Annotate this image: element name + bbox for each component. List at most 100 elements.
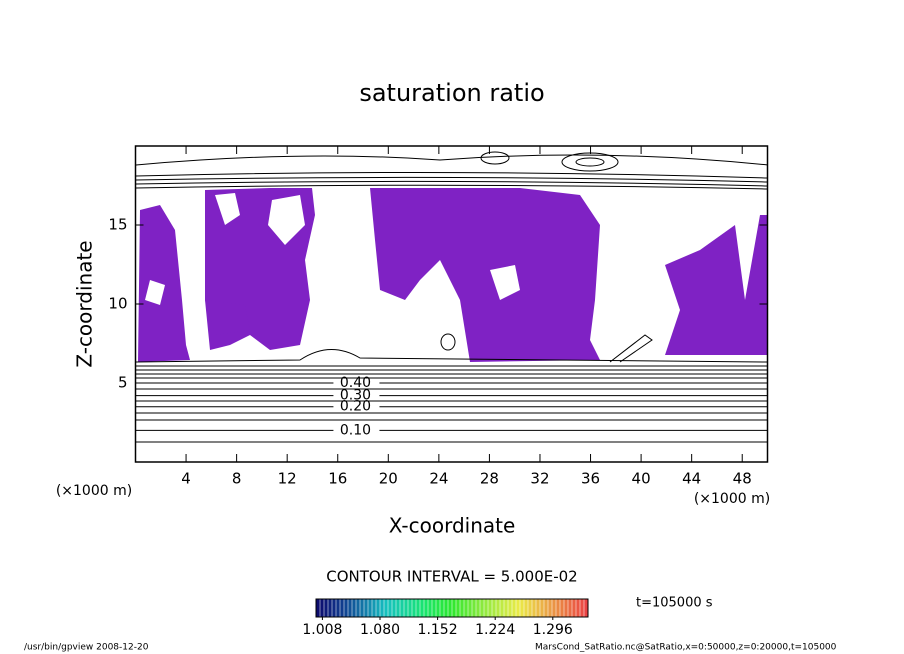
colorbar-swatch (316, 599, 321, 617)
colorbar-swatch (452, 599, 457, 617)
colorbar-swatch (544, 599, 549, 617)
colorbar-swatch (520, 599, 525, 617)
colorbar-swatch (360, 599, 365, 617)
colorbar-tick-label: 1.080 (360, 622, 400, 638)
colorbar-swatch (564, 599, 569, 617)
colorbar-swatch (552, 599, 557, 617)
hole (268, 195, 305, 245)
colorbar-swatch (540, 599, 545, 617)
colorbar-swatch (536, 599, 541, 617)
colorbar-swatch (488, 599, 493, 617)
saturated-region (665, 215, 768, 355)
colorbar-swatch (524, 599, 529, 617)
colorbar-swatch (424, 599, 429, 617)
colorbar-swatch (556, 599, 561, 617)
colorbar-swatch (340, 599, 345, 617)
colorbar-swatch (412, 599, 417, 617)
x-unit: (×1000 m) (56, 483, 132, 499)
colorbar-swatch (384, 599, 389, 617)
y-tick-label: 15 (108, 216, 127, 234)
y-tick-label: 10 (108, 295, 127, 313)
colorbar-swatch (352, 599, 357, 617)
colorbar-swatch (512, 599, 517, 617)
colorbar-swatch (444, 599, 449, 617)
colorbar-swatch (396, 599, 401, 617)
decorative-contours (135, 151, 769, 443)
colorbar-swatch (460, 599, 465, 617)
colorbar-tick-label: 1.152 (418, 622, 458, 638)
contour-line (135, 349, 769, 363)
x-tick-label: 4 (181, 470, 191, 488)
contour-line (135, 180, 769, 187)
colorbar-swatch (560, 599, 565, 617)
colorbar-swatch (528, 599, 533, 617)
colorbar-swatch (496, 599, 501, 617)
colorbar-swatch (572, 599, 577, 617)
colorbar-swatch (472, 599, 477, 617)
time-label: t=105000 s (636, 596, 713, 611)
colorbar-swatch (456, 599, 461, 617)
saturated-region (205, 300, 250, 335)
contour-line (135, 176, 769, 183)
holes (145, 193, 520, 330)
contour-label: 0.30 (340, 388, 371, 404)
contour-label: 0.10 (340, 422, 371, 438)
contour-line (440, 333, 456, 351)
colorbar-swatch (548, 599, 553, 617)
footer-right: MarsCond_SatRatio.nc@SatRatio,x=0:50000,… (535, 643, 837, 653)
x-tick-label: 8 (232, 470, 242, 488)
colorbar-frame (315, 598, 589, 618)
contour-interval: CONTOUR INTERVAL = 5.000E-02 (326, 568, 577, 586)
colorbar-swatch (440, 599, 445, 617)
contour-line (135, 171, 769, 179)
colorbar-swatch (332, 599, 337, 617)
colorbar-swatch (420, 599, 425, 617)
contour-label: 0.40 (340, 375, 371, 391)
x-tick-label: 12 (278, 470, 297, 488)
colorbar-swatch (380, 599, 385, 617)
contour-line (561, 152, 619, 172)
colorbar-swatch (348, 599, 353, 617)
x-unit: (×1000 m) (694, 491, 770, 507)
colorbar-swatch (448, 599, 453, 617)
x-axis-label: X-coordinate (389, 514, 516, 538)
hole (145, 280, 165, 305)
colorbar-swatch (392, 599, 397, 617)
x-tick-label: 40 (632, 470, 651, 488)
colorbar-swatch (400, 599, 405, 617)
hole (320, 265, 370, 330)
chart-title: saturation ratio (359, 79, 544, 107)
y-axis-label: Z-coordinate (73, 240, 97, 367)
colorbar-swatch (476, 599, 481, 617)
x-tick-label: 44 (682, 470, 701, 488)
colorbar-swatch (428, 599, 433, 617)
y-tick-label: 5 (118, 374, 128, 392)
colorbar-swatch (436, 599, 441, 617)
colorbar-swatch (480, 599, 485, 617)
colorbar-swatch (364, 599, 369, 617)
colorbar-swatch (336, 599, 341, 617)
colorbar-swatch (368, 599, 373, 617)
colorbar-swatch (492, 599, 497, 617)
colorbar-tick-label: 1.224 (475, 622, 515, 638)
colorbar-swatch (464, 599, 469, 617)
colorbar-swatch (500, 599, 505, 617)
colorbar-swatch (576, 599, 581, 617)
x-tick-label: 20 (379, 470, 398, 488)
contour-line (480, 151, 510, 165)
colorbar-swatch (372, 599, 377, 617)
colorbar-swatch (328, 599, 333, 617)
saturated-region (370, 188, 600, 362)
colorbar-swatch (404, 599, 409, 617)
colorbar-tick-label: 1.296 (533, 622, 573, 638)
colorbar-swatch (356, 599, 361, 617)
colorbar-swatch (416, 599, 421, 617)
contour-label: 0.20 (340, 399, 371, 415)
x-tick-label: 24 (429, 470, 448, 488)
colorbar-swatch (388, 599, 393, 617)
colorbar-swatch (532, 599, 537, 617)
colorbar-tick-label: 1.008 (302, 622, 342, 638)
colorbar-swatch (320, 599, 325, 617)
footer-left: /usr/bin/gpview 2008-12-20 (24, 643, 149, 653)
